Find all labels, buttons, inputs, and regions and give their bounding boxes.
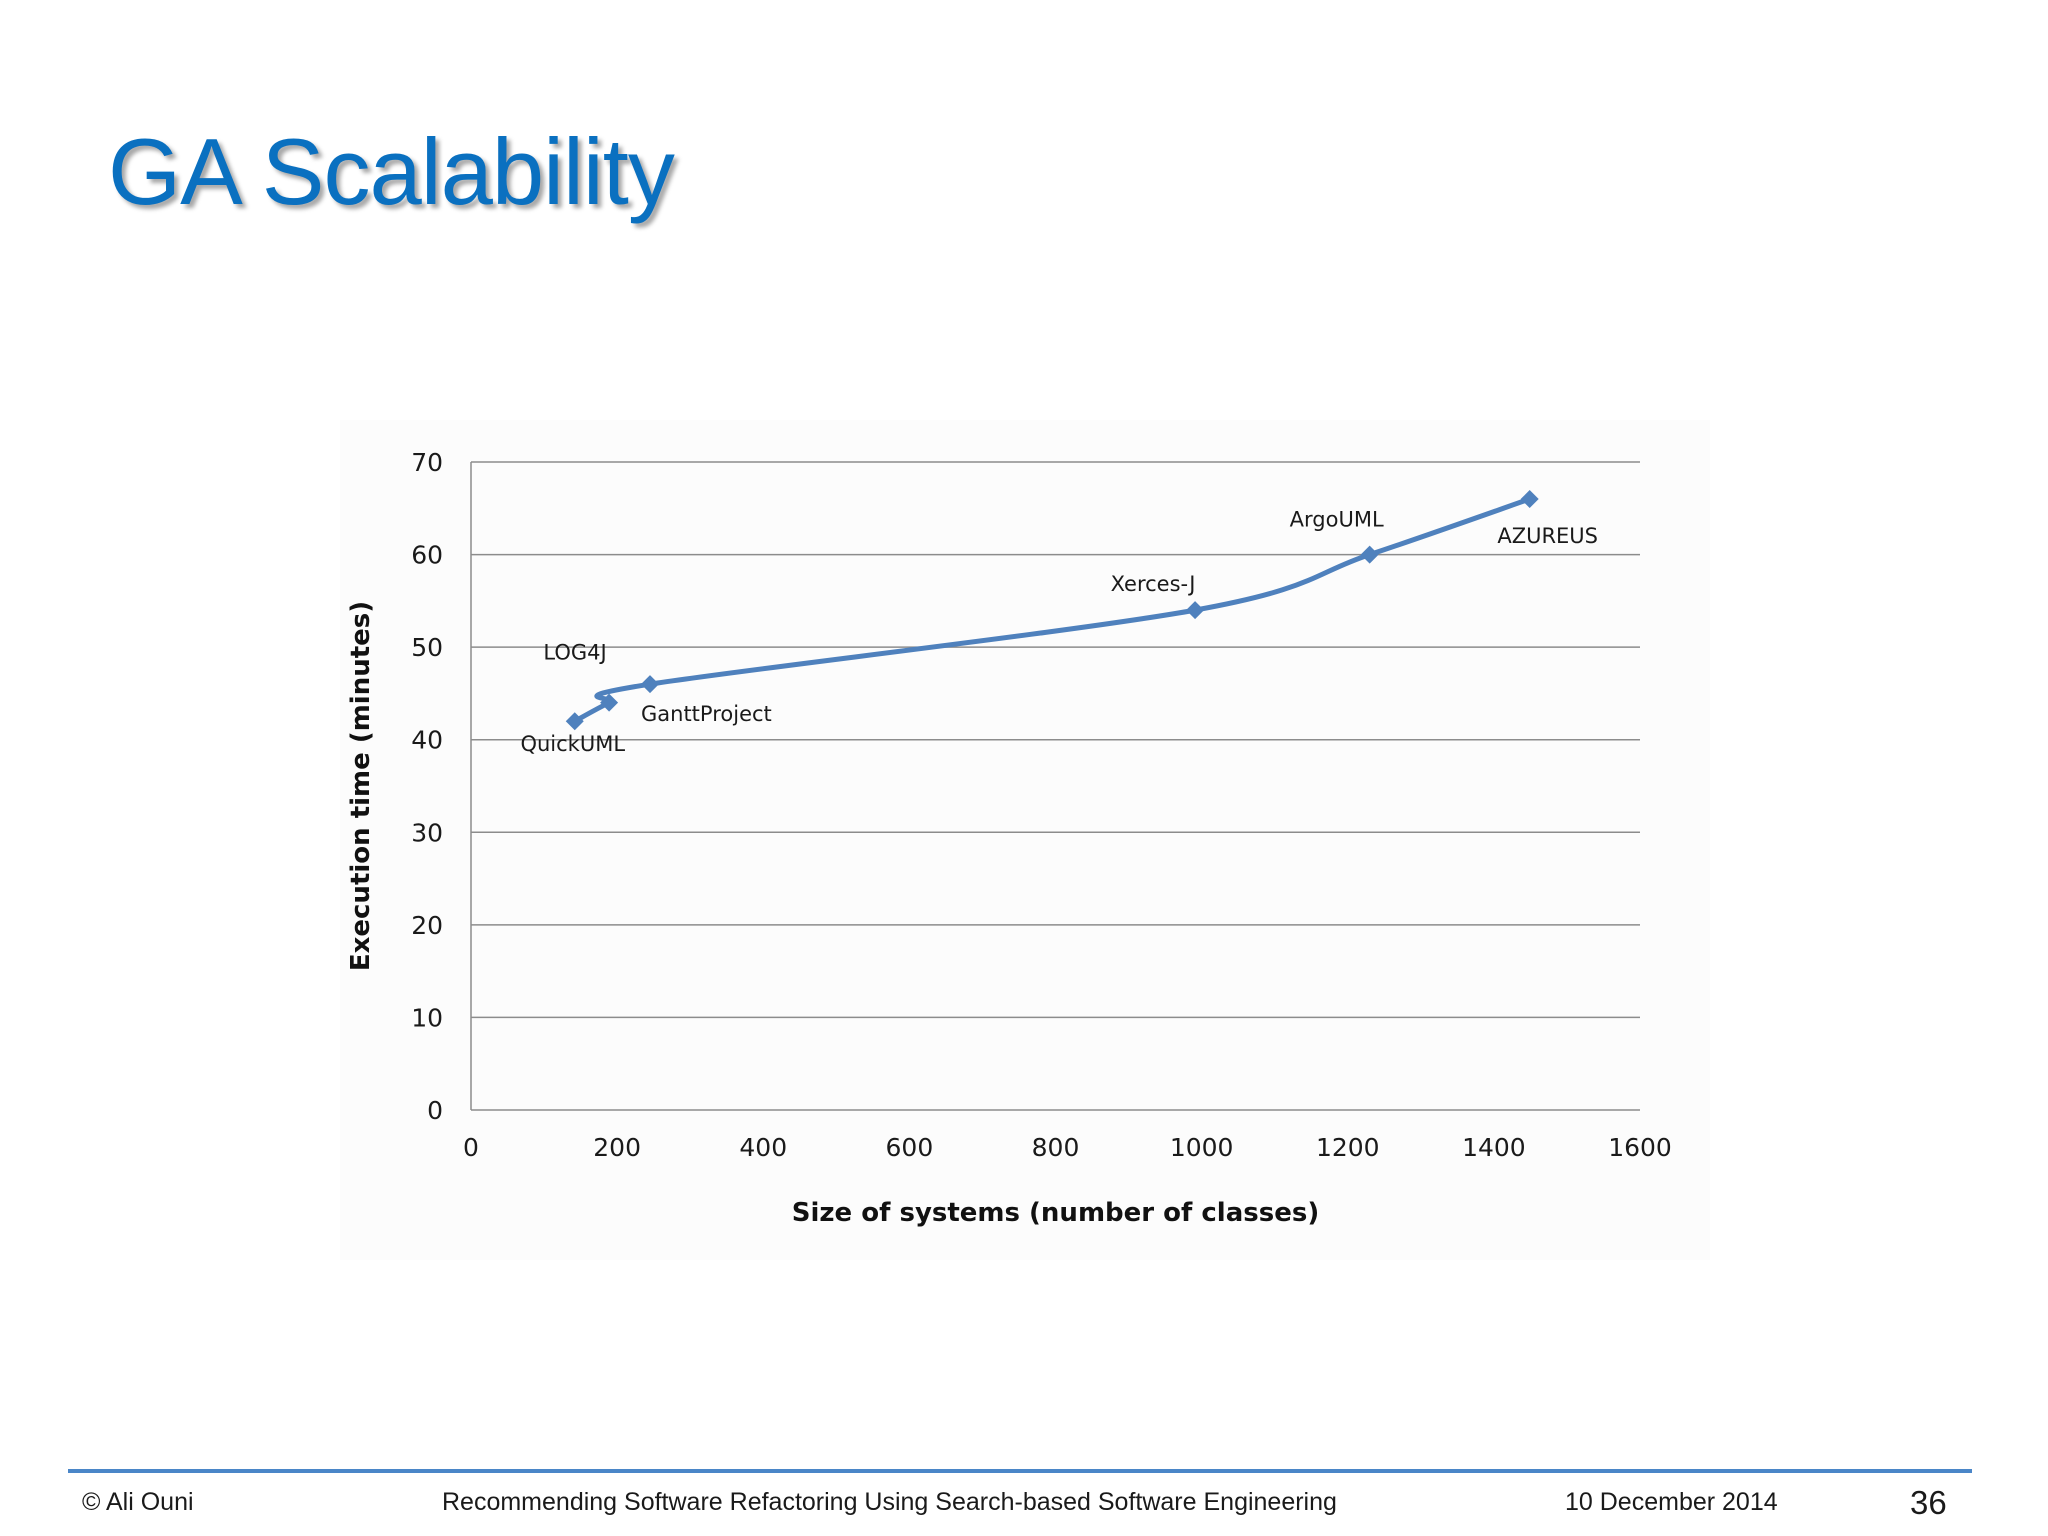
point-labels: QuickUML LOG4J GanttProject Xerces-J ArgoUML… <box>520 508 1598 757</box>
point-label-log4j: LOG4J <box>543 641 606 665</box>
x-tick-label-800: 800 <box>1032 1133 1080 1162</box>
series-line <box>573 496 1531 724</box>
footer-presentation-title: Recommending Software Refactoring Using … <box>442 1488 1337 1516</box>
data-point-azureus <box>1520 490 1539 509</box>
slide-title: GA Scalability <box>108 119 675 224</box>
y-tick-label-10: 10 <box>411 1003 443 1032</box>
footer-divider <box>68 1469 1972 1473</box>
y-axis-title: Execution time (minutes) <box>346 601 376 971</box>
data-point-log4j <box>600 693 619 712</box>
y-tick-label-30: 30 <box>411 818 443 847</box>
point-label-argouml: ArgoUML <box>1290 508 1384 532</box>
x-tick-label-400: 400 <box>739 1133 787 1162</box>
footer-author: © Ali Ouni <box>82 1488 194 1516</box>
x-tick-label-0: 0 <box>463 1133 479 1162</box>
point-label-azureus: AZUREUS <box>1497 524 1598 548</box>
x-tick-label-1200: 1200 <box>1316 1133 1380 1162</box>
y-tick-label-40: 40 <box>411 726 443 755</box>
y-tick-label-20: 20 <box>411 911 443 940</box>
axes <box>470 462 1640 1111</box>
gridlines <box>471 461 1640 1019</box>
page-number: 36 <box>1910 1484 1947 1521</box>
point-label-xerces-j: Xerces-J <box>1111 572 1196 596</box>
x-tick-label-1000: 1000 <box>1170 1133 1234 1162</box>
data-point-ganttproject <box>641 675 660 694</box>
point-label-ganttproject: GanttProject <box>641 702 772 726</box>
y-tick-label-70: 70 <box>411 448 443 477</box>
x-axis-title: Size of systems (number of classes) <box>792 1198 1319 1228</box>
point-label-quickuml: QuickUML <box>520 732 625 756</box>
chart-background <box>340 420 1710 1260</box>
data-point-xerces-j <box>1186 601 1205 620</box>
x-tick-label-1400: 1400 <box>1462 1133 1526 1162</box>
y-tick-label-50: 50 <box>411 633 443 662</box>
x-tick-label-600: 600 <box>886 1133 934 1162</box>
x-tick-label-1600: 1600 <box>1608 1133 1672 1162</box>
x-tick-label-200: 200 <box>593 1133 641 1162</box>
data-point-argouml <box>1360 545 1379 564</box>
footer-date: 10 December 2014 <box>1565 1488 1778 1516</box>
data-point-quickuml <box>565 712 584 731</box>
y-tick-label-0: 0 <box>427 1096 443 1125</box>
tick-labels: 0 10 20 30 40 50 60 70 0 200 400 600 800 1000 1200 1400… <box>411 448 1672 1162</box>
y-tick-label-60: 60 <box>411 541 443 570</box>
data-series <box>565 490 1539 731</box>
